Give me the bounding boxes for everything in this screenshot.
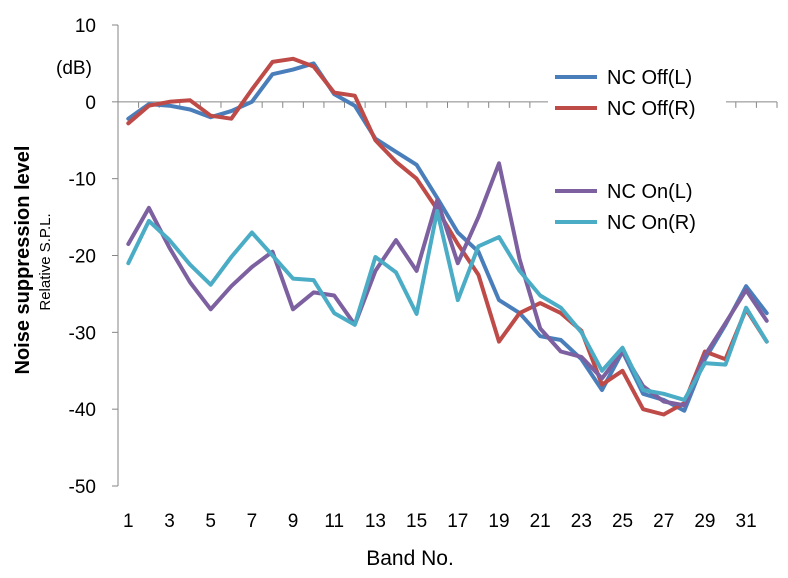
y-tick-label: -20 (69, 247, 96, 268)
legend-label: NC On(L) (607, 181, 693, 203)
x-tick-label: 15 (406, 511, 427, 532)
x-tick-label: 13 (365, 511, 386, 532)
x-tick-label: 25 (612, 511, 633, 532)
y-axis-title: Noise suppression level (12, 146, 34, 375)
x-tick-label: 5 (205, 511, 216, 532)
x-tick-label: 1 (123, 511, 134, 532)
x-tick-label: 19 (488, 511, 509, 532)
legend-label: NC Off(R) (607, 98, 696, 120)
x-tick-label: 27 (653, 511, 674, 532)
y-tick-label: 0 (85, 93, 96, 114)
y-tick-label: -10 (69, 170, 96, 191)
legend: NC Off(L) NC Off(R) NC On(L) NC On(R) (548, 62, 726, 237)
x-tick-label: 31 (736, 511, 757, 532)
y-unit-label: (dB) (56, 58, 92, 79)
y-tick-label: -50 (69, 477, 96, 498)
tick-labels: 100-10-20-30-40-501 3 5 7 9 11 13 15 17 19 21 23 25 2… (69, 16, 757, 532)
x-tick-label: 17 (447, 511, 468, 532)
x-axis-title: Band No. (366, 547, 454, 570)
series-line-nc-on-l (126, 161, 769, 408)
x-tick-label: 7 (247, 511, 258, 532)
legend-label: NC On(R) (607, 212, 696, 234)
series-line-nc-on-r (126, 208, 769, 402)
x-tick-label: 3 (164, 511, 175, 532)
x-tick-label: 23 (571, 511, 592, 532)
x-tick-label: 11 (324, 511, 344, 532)
x-tick-label: 21 (530, 511, 551, 532)
x-tick-label: 29 (694, 511, 715, 532)
y-axis-subtitle: Relative S.P.L. (37, 213, 54, 310)
x-tick-label: 9 (288, 511, 299, 532)
legend-label: NC Off(L) (607, 67, 692, 89)
y-tick-label: -40 (69, 400, 96, 421)
y-tick-label: 10 (75, 16, 96, 37)
y-tick-label: -30 (69, 323, 96, 344)
series-layer (126, 56, 769, 417)
